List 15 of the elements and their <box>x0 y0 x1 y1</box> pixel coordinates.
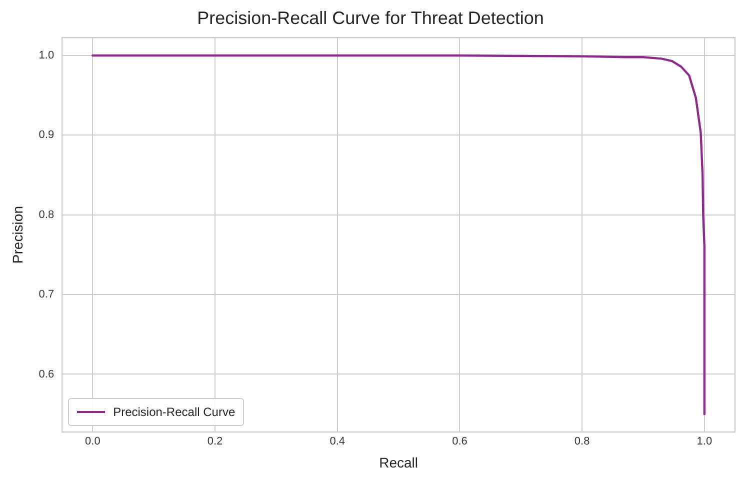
x-axis-title: Recall <box>379 454 418 470</box>
y-tick-label: 0.6 <box>38 368 54 380</box>
x-tick-label: 0.6 <box>452 436 468 448</box>
x-tick-label: 1.0 <box>696 436 712 448</box>
y-tick-label: 0.9 <box>38 129 54 142</box>
y-tick-label: 0.7 <box>38 288 54 301</box>
y-tick-label: 1.0 <box>38 50 54 62</box>
x-tick-label: 0.2 <box>207 436 223 448</box>
x-tick-label: 0.4 <box>330 436 346 448</box>
chart-title: Precision-Recall Curve for Threat Detection <box>197 8 544 28</box>
x-tick-label: 0.0 <box>85 436 100 448</box>
y-axis-title: Precision <box>9 206 26 264</box>
legend-label: Precision-Recall Curve <box>113 405 236 419</box>
x-tick-label: 0.8 <box>574 436 590 448</box>
y-tick-label: 0.8 <box>38 208 54 221</box>
